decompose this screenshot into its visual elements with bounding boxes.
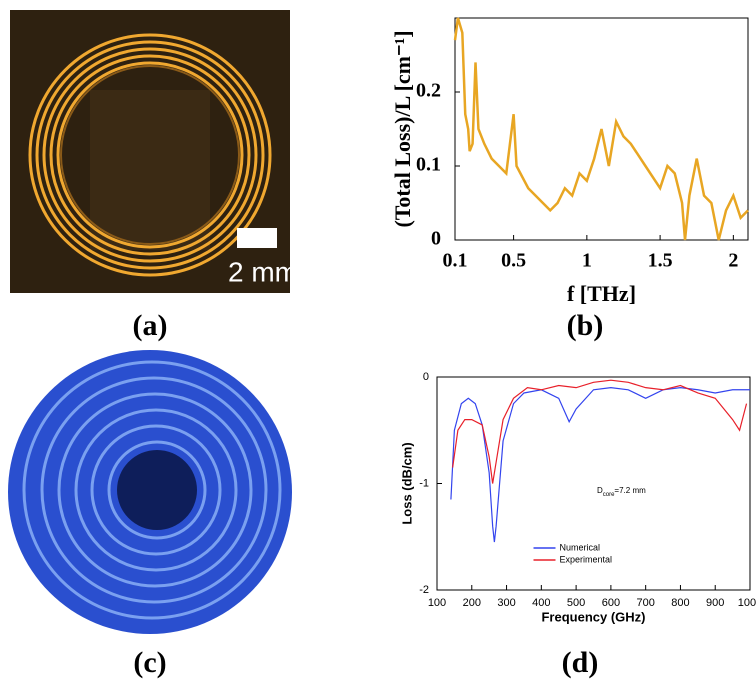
x-tick-label: 0.1 bbox=[443, 250, 468, 272]
x-axis-label: f [THz] bbox=[567, 281, 636, 306]
x-axis-label: Frequency (GHz) bbox=[541, 609, 645, 624]
x-tick-label: 200 bbox=[463, 597, 481, 609]
scale-bar-label: 2 mm bbox=[228, 256, 298, 287]
y-tick-label: 0.2 bbox=[416, 80, 441, 102]
annotation-rest: =7.2 mm bbox=[614, 486, 646, 495]
y-tick-label: 0.1 bbox=[416, 154, 441, 176]
legend-label: Experimental bbox=[560, 554, 613, 564]
data-line bbox=[455, 18, 748, 240]
y-tick-label: 0 bbox=[423, 371, 429, 383]
panel-label: (c) bbox=[133, 646, 166, 679]
annotation-sub: core bbox=[603, 492, 615, 498]
y-tick-label: -1 bbox=[419, 477, 429, 489]
annotation: Dcore=7.2 mm bbox=[597, 486, 646, 497]
panel-label: (a) bbox=[133, 309, 168, 342]
data-line bbox=[453, 380, 747, 483]
photo-a bbox=[10, 10, 290, 293]
x-tick-label: 600 bbox=[602, 597, 620, 609]
figure: 2 mm (a) (b) (c) (d) 0.10.511.5200.10.2f… bbox=[0, 0, 756, 692]
y-axis-label: (Total Loss)/L [cm⁻¹] bbox=[390, 30, 415, 227]
x-tick-label: 1.5 bbox=[648, 250, 673, 272]
y-tick-label: -2 bbox=[419, 584, 429, 596]
x-tick-label: 1 bbox=[582, 250, 592, 272]
x-tick-label: 400 bbox=[532, 597, 550, 609]
x-tick-label: 0.5 bbox=[501, 250, 526, 272]
x-tick-label: 2 bbox=[728, 250, 738, 272]
photo-c bbox=[8, 350, 292, 634]
panel-label: (b) bbox=[567, 309, 604, 342]
x-tick-label: 900 bbox=[706, 597, 724, 609]
y-tick-label: 0 bbox=[431, 228, 441, 250]
x-tick-label: 800 bbox=[671, 597, 689, 609]
legend-label: Numerical bbox=[560, 542, 601, 552]
y-axis-label: Loss (dB/cm) bbox=[399, 442, 414, 524]
x-tick-label: 700 bbox=[636, 597, 654, 609]
x-tick-label: 300 bbox=[497, 597, 515, 609]
x-tick-label: 1000 bbox=[738, 597, 756, 609]
x-tick-label: 500 bbox=[567, 597, 585, 609]
x-tick-label: 100 bbox=[428, 597, 446, 609]
panel-label: (d) bbox=[562, 646, 599, 679]
